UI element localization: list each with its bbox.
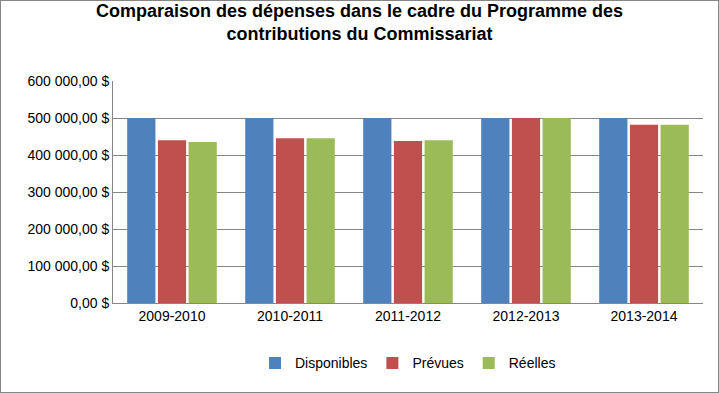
svg-text:Prévues: Prévues (412, 355, 463, 371)
svg-text:2010-2011: 2010-2011 (257, 308, 323, 324)
svg-text:600 000,00 $: 600 000,00 $ (27, 73, 109, 89)
svg-text:2011-2012: 2011-2012 (375, 308, 441, 324)
svg-text:Réelles: Réelles (509, 355, 556, 371)
svg-text:500 000,00 $: 500 000,00 $ (27, 110, 109, 126)
svg-text:0,00 $: 0,00 $ (70, 295, 109, 311)
svg-text:Disponibles: Disponibles (295, 355, 367, 371)
svg-text:2012-2013: 2012-2013 (493, 308, 560, 324)
svg-text:200 000,00 $: 200 000,00 $ (27, 221, 109, 237)
svg-text:2013-2014: 2013-2014 (611, 308, 678, 324)
svg-text:Comparaison des dépenses dans: Comparaison des dépenses dans le cadre d… (96, 1, 623, 44)
svg-text:400 000,00 $: 400 000,00 $ (27, 147, 109, 163)
svg-text:300 000,00 $: 300 000,00 $ (27, 184, 109, 200)
svg-text:100 000,00 $: 100 000,00 $ (27, 258, 109, 274)
svg-text:2009-2010: 2009-2010 (139, 308, 206, 324)
